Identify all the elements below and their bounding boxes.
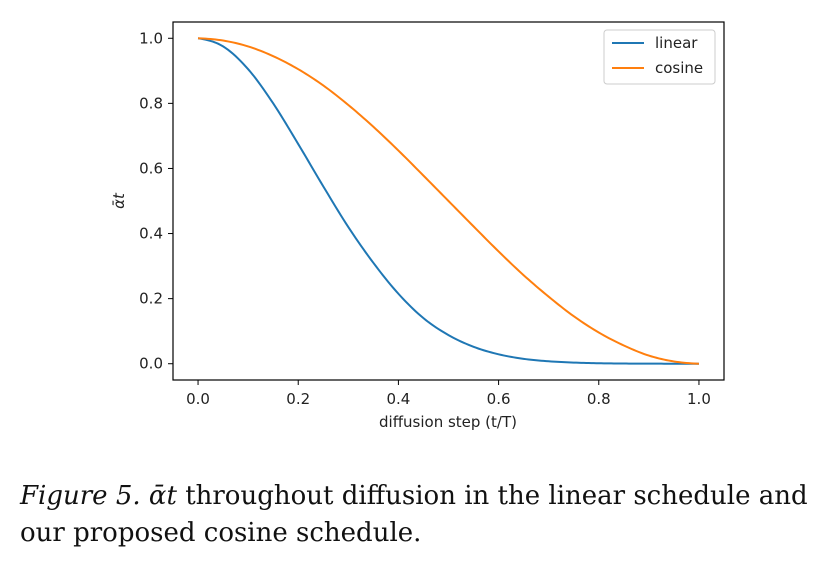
x-axis-ticks: 0.0 0.2 0.4 0.6 0.8 1.0 [186,380,711,408]
figure-caption: Figure 5. ᾱt throughout diffusion in the… [20,478,820,552]
legend: linear cosine [603,29,716,85]
y-tick-label: 0.6 [139,159,163,177]
caption-label: Figure 5. [20,481,141,511]
y-tick-label: 0.4 [139,225,163,243]
x-tick-label: 1.0 [687,390,711,408]
y-tick-label: 0.8 [139,94,163,112]
legend-label-linear: linear [655,34,698,52]
y-axis-ticks: 0.0 0.2 0.4 0.6 0.8 1.0 [139,29,173,373]
y-tick-label: 0.2 [139,290,163,308]
y-tick-label: 0.0 [139,355,163,373]
legend-label-cosine: cosine [655,59,703,77]
series-line-cosine [198,37,699,365]
x-tick-label: 0.6 [487,390,511,408]
plot-frame [172,21,725,381]
caption-text: throughout diffusion in the linear sched… [20,481,808,548]
series-line-linear [197,37,699,365]
y-tick-label: 1.0 [139,29,163,47]
x-tick-label: 0.4 [386,390,410,408]
x-tick-label: 0.8 [587,390,611,408]
x-axis-label: diffusion step (t/T) [379,413,517,431]
series-lines [197,37,699,365]
y-axis-label: ᾱt [110,192,128,209]
x-tick-label: 0.2 [286,390,310,408]
caption-symbol: ᾱt [148,481,177,511]
x-tick-label: 0.0 [186,390,210,408]
